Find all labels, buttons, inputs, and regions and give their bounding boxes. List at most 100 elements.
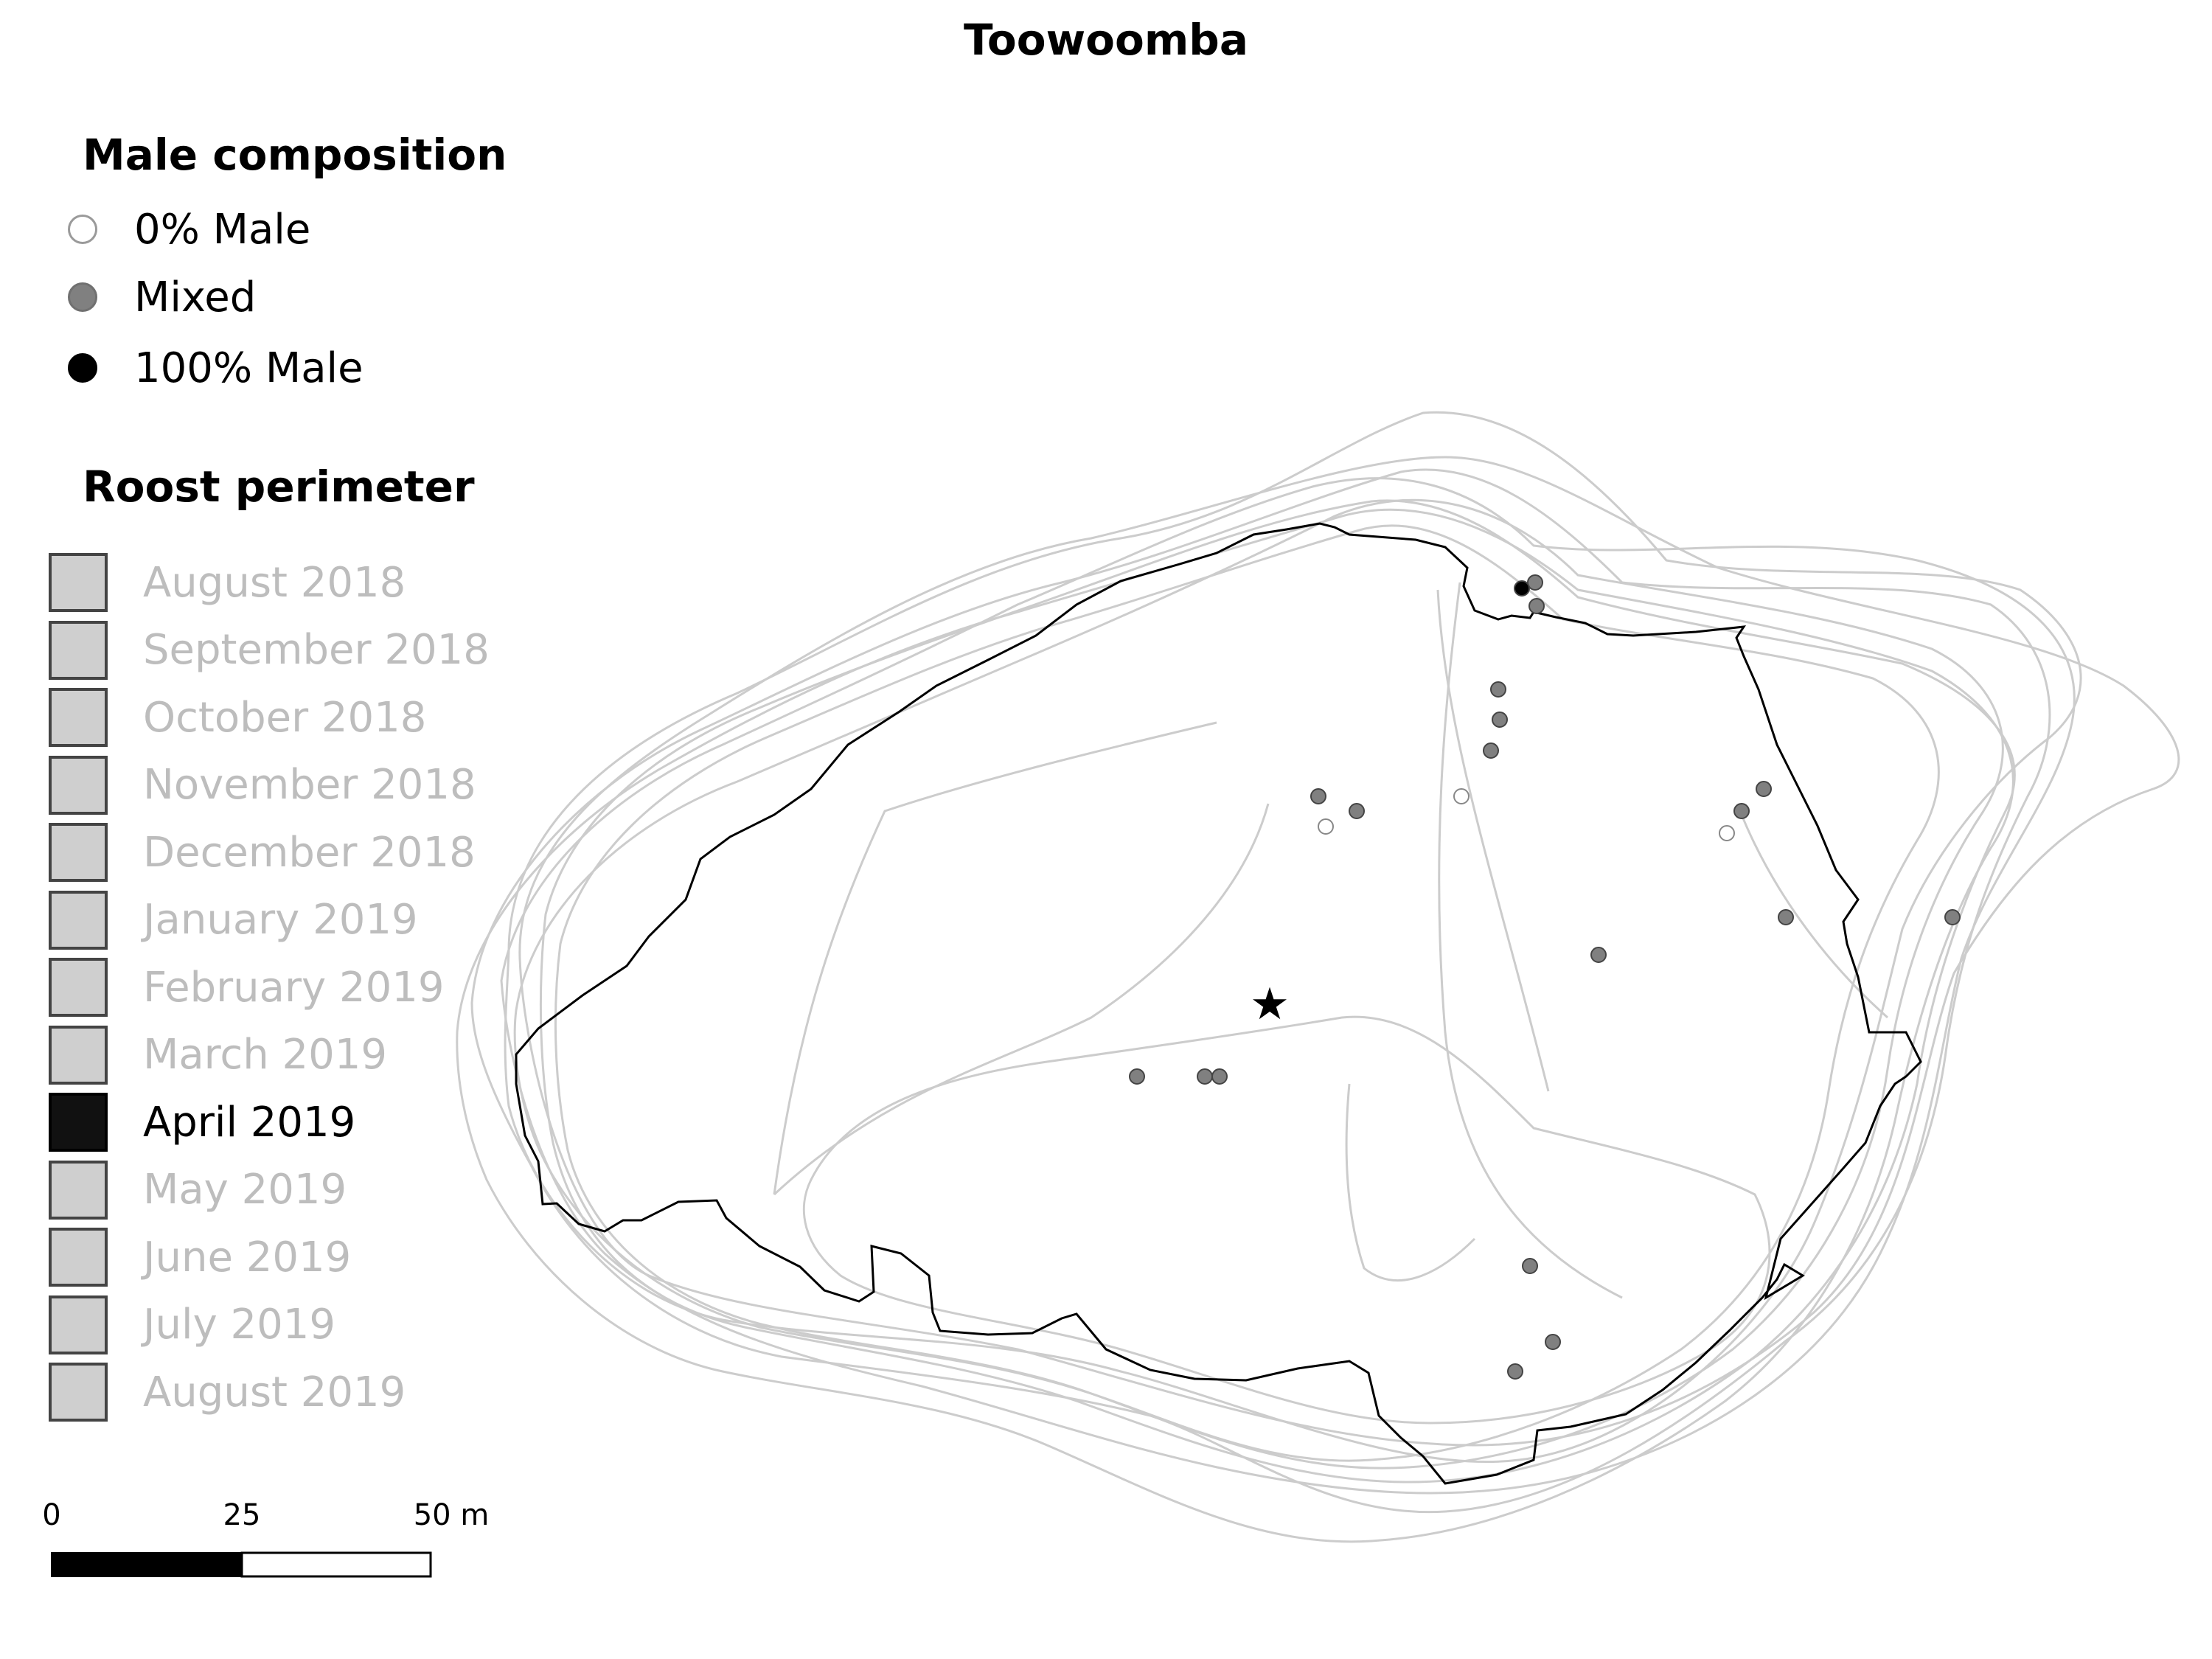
bat-sample-points xyxy=(1129,574,1961,1380)
scale-bar-label-0: 0 xyxy=(42,1498,60,1532)
perimeter-outline xyxy=(539,499,2016,1484)
mixed-sample-point xyxy=(1756,781,1772,797)
legend-month-swatch xyxy=(49,823,108,882)
legend-month-item: January 2019 xyxy=(49,890,418,950)
mixed-sample-point xyxy=(1944,909,1961,925)
legend-month-swatch xyxy=(49,688,108,747)
legend-month-label: March 2019 xyxy=(143,1031,388,1079)
legend-male-label: 0% Male xyxy=(134,205,311,254)
legend-month-swatch xyxy=(49,553,108,612)
map-title: Toowoomba xyxy=(964,15,1248,65)
legend-month-label: August 2018 xyxy=(143,558,406,607)
mixed-sample-point xyxy=(1507,1363,1523,1380)
legend-month-swatch xyxy=(49,620,108,680)
legend-month-label: April 2019 xyxy=(143,1098,356,1147)
female-sample-point xyxy=(1453,788,1470,804)
perimeter-outline xyxy=(773,721,1217,1195)
legend-month-swatch xyxy=(49,890,108,950)
legend-month-swatch xyxy=(49,1160,108,1220)
legend-month-swatch xyxy=(49,1025,108,1085)
mixed-sample-point xyxy=(1778,909,1794,925)
grey-circle-icon xyxy=(68,282,97,312)
legend-month-item: August 2018 xyxy=(49,553,406,612)
perimeter-outline xyxy=(513,498,2004,1470)
perimeter-outline xyxy=(802,1015,1771,1425)
mixed-sample-point xyxy=(1733,803,1750,819)
star-icon: ★ xyxy=(1250,978,1290,1030)
legend-male-label: Mixed xyxy=(134,273,257,321)
female-sample-point xyxy=(1318,818,1334,835)
legend-month-item: September 2018 xyxy=(49,620,490,680)
legend-month-item: March 2019 xyxy=(49,1025,388,1085)
perimeter-outline xyxy=(500,477,2076,1495)
mixed-sample-point xyxy=(1197,1068,1213,1085)
legend-month-item: October 2018 xyxy=(49,688,426,747)
black-circle-icon xyxy=(68,353,97,383)
legend-month-label: November 2018 xyxy=(143,761,476,809)
legend-month-label: September 2018 xyxy=(143,626,490,674)
other-month-perimeters xyxy=(456,411,2180,1543)
mixed-sample-point xyxy=(1527,574,1543,591)
mixed-sample-point xyxy=(1590,947,1607,963)
scale-bar-dark-segment xyxy=(51,1552,243,1577)
legend-month-label: October 2018 xyxy=(143,693,427,742)
legend-male-item-0: 0% Male xyxy=(68,204,310,255)
scale-bar-label-25: 25 xyxy=(223,1498,261,1532)
scale-bar-label-50m: 50 m xyxy=(414,1498,490,1532)
legend-month-swatch xyxy=(49,755,108,815)
mixed-sample-point xyxy=(1211,1068,1228,1085)
legend-month-label: February 2019 xyxy=(143,963,445,1012)
perimeter-outline xyxy=(456,508,2014,1543)
legend-month-item: April 2019 xyxy=(49,1093,355,1152)
legend-month-item: August 2019 xyxy=(49,1363,406,1422)
legend-month-item: July 2019 xyxy=(49,1295,335,1354)
mixed-sample-point xyxy=(1490,681,1506,698)
mixed-sample-point xyxy=(1129,1068,1145,1085)
scale-bar-light-segment xyxy=(240,1551,432,1578)
legend-month-swatch xyxy=(49,1228,108,1287)
legend-month-label: August 2019 xyxy=(143,1368,406,1416)
legend-male-composition-heading: Male composition xyxy=(83,130,507,180)
legend-month-label: May 2019 xyxy=(143,1166,347,1214)
legend-month-item: February 2019 xyxy=(49,958,444,1017)
perimeter-outline xyxy=(773,803,1270,1196)
legend-month-swatch xyxy=(49,1093,108,1152)
scale-bar: 0 25 50 m xyxy=(42,1498,490,1578)
legend-roost-perimeter-heading: Roost perimeter xyxy=(83,462,475,512)
mixed-sample-point xyxy=(1522,1258,1538,1274)
open-circle-icon xyxy=(68,215,97,244)
legend-month-swatch xyxy=(49,1295,108,1354)
female-sample-point xyxy=(1719,825,1735,841)
mixed-sample-point xyxy=(1483,742,1499,759)
april-2019-roost-perimeter xyxy=(515,522,1922,1485)
mixed-sample-point xyxy=(1310,788,1326,804)
legend-male-item-1: Mixed xyxy=(68,271,256,323)
legend-month-item: June 2019 xyxy=(49,1228,351,1287)
legend-month-label: July 2019 xyxy=(143,1301,336,1349)
legend-month-label: December 2018 xyxy=(143,828,476,877)
legend-month-label: January 2019 xyxy=(143,896,418,944)
legend-month-item: May 2019 xyxy=(49,1160,347,1220)
legend-male-item-2: 100% Male xyxy=(68,342,364,394)
mixed-sample-point xyxy=(1492,712,1508,728)
perimeter-outline xyxy=(1436,589,1550,1092)
mixed-sample-point xyxy=(1349,803,1365,819)
perimeter-outline xyxy=(470,468,2051,1514)
perimeter-outline xyxy=(504,411,2082,1464)
perimeter-outline xyxy=(518,456,2180,1447)
perimeter-outline xyxy=(554,524,1940,1462)
legend-month-item: December 2018 xyxy=(49,823,476,882)
legend-month-swatch xyxy=(49,1363,108,1422)
mixed-sample-point xyxy=(1545,1334,1561,1350)
legend-month-item: November 2018 xyxy=(49,755,476,815)
perimeter-outline xyxy=(1739,810,1888,1019)
mixed-sample-point xyxy=(1528,598,1545,614)
perimeter-outline xyxy=(1438,582,1623,1299)
male-sample-point xyxy=(1514,580,1530,597)
legend-male-label: 100% Male xyxy=(134,344,364,392)
perimeter-outline xyxy=(1345,1083,1476,1282)
legend-month-swatch xyxy=(49,958,108,1017)
legend-month-label: June 2019 xyxy=(143,1233,352,1281)
